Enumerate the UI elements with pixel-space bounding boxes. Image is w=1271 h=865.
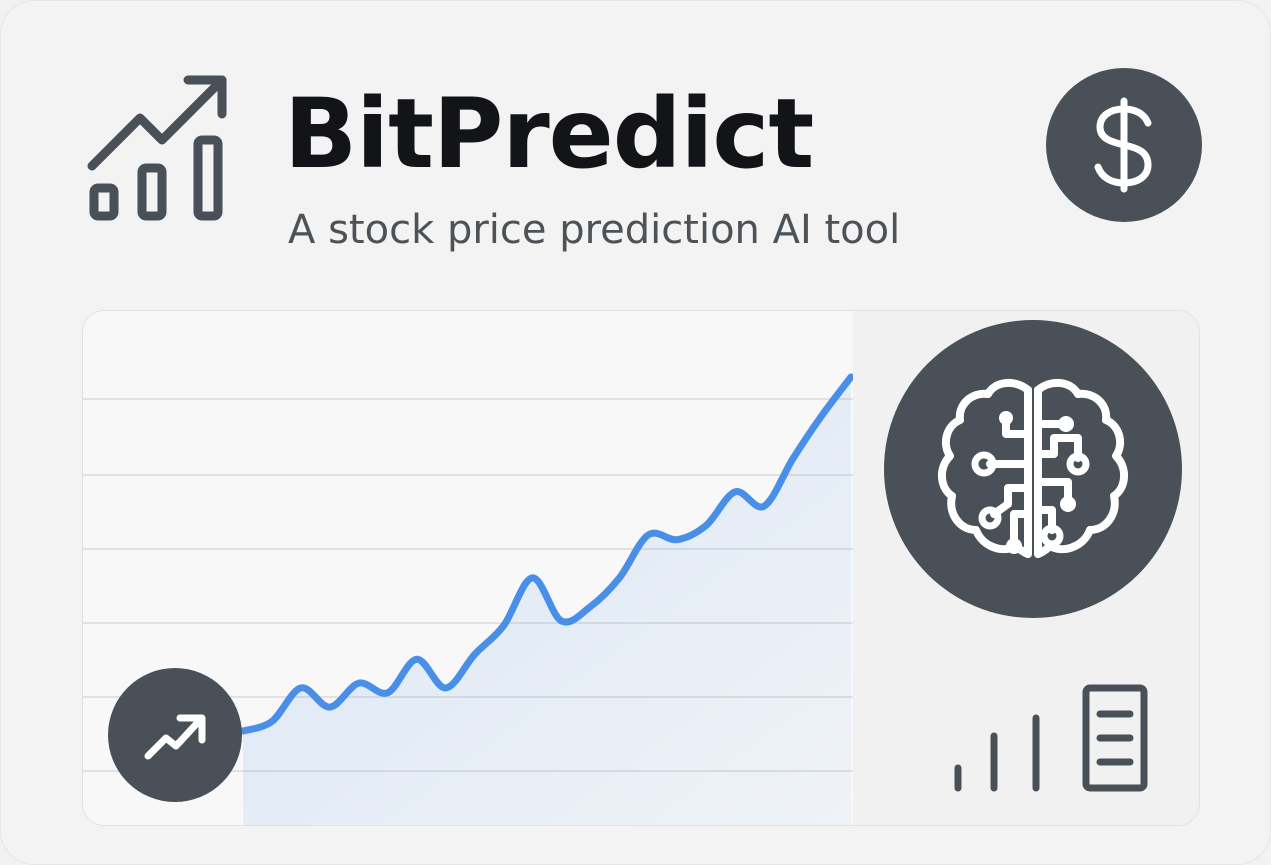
chart-series-line: [239, 373, 853, 735]
trend-chart-icon: [87, 75, 227, 221]
signal-bars-icon: [954, 684, 1148, 792]
ai-brain-badge: [884, 320, 1182, 618]
trend-button[interactable]: [108, 668, 242, 802]
currency-button[interactable]: [1046, 68, 1202, 222]
app-subtitle: A stock price prediction AI tool: [288, 207, 901, 253]
dollar-icon: [1094, 97, 1152, 193]
ai-brain-circuit-icon: [938, 379, 1128, 558]
app-title: BitPredict: [284, 78, 814, 190]
trending-up-arrow-icon: [144, 714, 206, 760]
